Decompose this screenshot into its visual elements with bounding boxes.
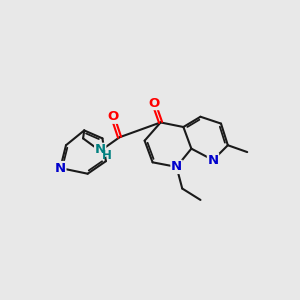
Text: N: N: [55, 161, 66, 175]
Text: O: O: [107, 110, 118, 123]
Text: O: O: [148, 97, 159, 110]
Text: N: N: [94, 143, 106, 156]
Text: H: H: [102, 149, 112, 162]
Text: N: N: [171, 160, 182, 173]
Text: N: N: [208, 154, 219, 166]
